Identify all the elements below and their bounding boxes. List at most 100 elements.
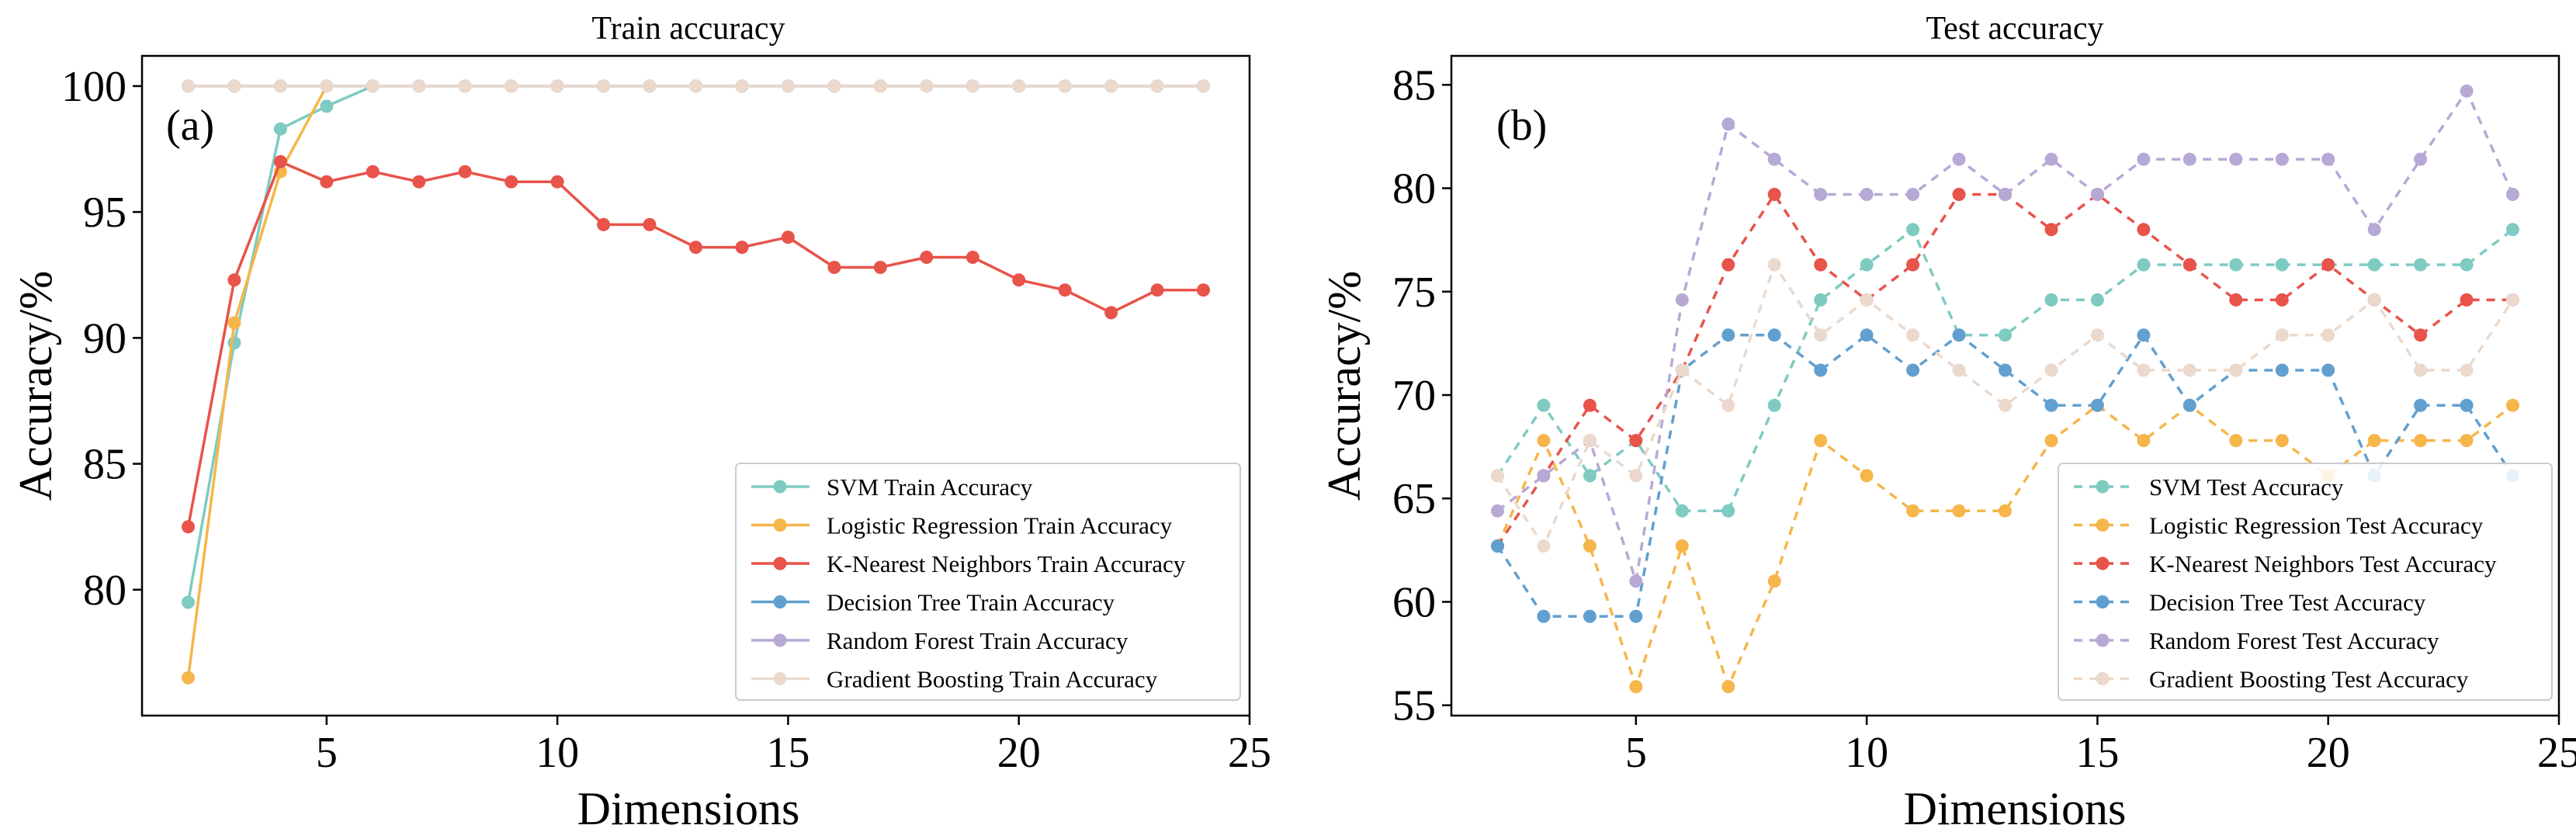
panel-a-data-point <box>1150 79 1164 93</box>
panel-b-data-point <box>2321 152 2335 166</box>
panel-a-data-point <box>504 79 518 93</box>
panel-b-data-point <box>1675 504 1689 518</box>
panel-b-x-tick-label: 20 <box>2307 729 2350 777</box>
panel-b-data-point <box>2090 293 2104 307</box>
panel-b-legend-marker <box>2096 595 2110 608</box>
panel-b-data-point <box>1860 469 1874 483</box>
panel-a-data-point <box>227 336 241 350</box>
panel-a-data-point <box>735 79 749 93</box>
panel-b-data-point <box>1537 469 1551 483</box>
panel-b-data-point <box>1675 539 1689 553</box>
panel-b-data-point <box>1906 328 1920 342</box>
train-accuracy-panel: Train accuracy (a) Dimensions Accuracy/%… <box>10 11 1271 834</box>
panel-b-data-point <box>1767 328 1781 342</box>
panel-a-legend-label: Decision Tree Train Accuracy <box>827 589 1115 616</box>
panel-b-data-point <box>1491 504 1504 518</box>
panel-b-legend-marker <box>2096 480 2110 494</box>
panel-a-legend-marker <box>773 633 787 647</box>
panel-b-data-point <box>1952 363 1966 377</box>
panel-a-y-tick-label: 85 <box>83 441 127 489</box>
panel-b-data-point <box>2414 363 2428 377</box>
panel-b-x-tick-label: 25 <box>2537 729 2576 777</box>
panel-a-data-point <box>873 79 887 93</box>
panel-a-legend-label: SVM Train Accuracy <box>827 473 1033 501</box>
panel-a-data-point <box>1150 283 1164 297</box>
panel-a-data-point <box>227 273 241 287</box>
panel-b-data-point <box>2137 363 2151 377</box>
panel-b-x-tick-label: 10 <box>1845 729 1888 777</box>
panel-b-series-4 <box>1491 84 2519 588</box>
panel-a-x-tick-label: 5 <box>316 729 338 777</box>
panel-b-data-point <box>2506 398 2519 412</box>
panel-b-legend-marker <box>2096 518 2110 532</box>
panel-a-data-point <box>873 261 887 274</box>
panel-b-legend: SVM Test Accuracy Logistic Regression Tes… <box>2058 463 2553 701</box>
panel-a-legend-label: Logistic Regression Train Accuracy <box>827 512 1173 539</box>
panel-a-data-point <box>182 671 195 685</box>
panel-a-legend-item: Gradient Boosting Train Accuracy <box>751 666 1158 693</box>
panel-b-data-point <box>2275 258 2289 272</box>
panel-b-data-point <box>1767 258 1781 272</box>
panel-b-data-point <box>2275 434 2289 448</box>
panel-b-data-point <box>2137 223 2151 237</box>
panel-b-data-point <box>2090 328 2104 342</box>
panel-b-data-point <box>2137 152 2151 166</box>
panel-b-data-point <box>2275 363 2289 377</box>
panel-b-data-point <box>2414 328 2428 342</box>
panel-a-legend-item: SVM Train Accuracy <box>751 473 1033 501</box>
panel-b-data-point <box>2229 152 2243 166</box>
panel-b-data-point <box>2367 434 2381 448</box>
panel-b-legend-item: SVM Test Accuracy <box>2074 473 2344 501</box>
panel-b-data-point <box>1675 293 1689 307</box>
panel-b-data-point <box>2367 293 2381 307</box>
panel-b-legend-label: SVM Test Accuracy <box>2149 473 2344 501</box>
panel-a-data-point <box>1012 79 1026 93</box>
panel-a-legend-box <box>735 463 1241 701</box>
panel-b-legend-marker <box>2096 672 2110 685</box>
panel-a-legend-marker <box>773 672 787 685</box>
panel-b-data-point <box>1999 188 2012 201</box>
panel-a-data-point <box>504 175 518 189</box>
panel-b-data-point <box>2044 152 2058 166</box>
panel-b-data-point <box>1721 680 1735 694</box>
panel-b-data-point <box>2414 152 2428 166</box>
panel-b-data-point <box>2414 398 2428 412</box>
panel-a-legend-marker <box>773 518 787 532</box>
panel-b-legend-label: Random Forest Test Accuracy <box>2149 627 2439 654</box>
panel-a-data-point <box>966 251 979 264</box>
panel-b-data-point <box>1767 152 1781 166</box>
panel-a-data-point <box>966 79 979 93</box>
panel-b-data-point <box>2506 223 2519 237</box>
panel-b-data-point <box>1860 188 1874 201</box>
panel-b-series-line <box>1496 263 2514 548</box>
panel-b-y-tick-label: 65 <box>1392 475 1436 523</box>
panel-b-label: (b) <box>1496 102 1547 150</box>
panel-b-legend-item: Gradient Boosting Test Accuracy <box>2074 666 2469 693</box>
panel-a-data-point <box>1012 273 1026 287</box>
panel-b-data-point <box>2229 293 2243 307</box>
panel-b-data-point <box>2460 398 2474 412</box>
panel-b-data-point <box>1583 609 1597 623</box>
panel-a-y-tick-label: 100 <box>61 63 127 111</box>
panel-a-data-point <box>366 165 380 179</box>
panel-a-ticks: 5 10 15 20 25 80 85 90 95 100 <box>61 63 1271 777</box>
panel-a-y-tick-label: 90 <box>83 314 127 362</box>
panel-b-data-point <box>1952 188 1966 201</box>
panel-a-legend-marker <box>773 556 787 570</box>
panel-b-data-point <box>1767 574 1781 588</box>
panel-a-plot-area <box>182 79 1210 685</box>
panel-a-legend-label: Random Forest Train Accuracy <box>827 627 1129 654</box>
panel-b-data-point <box>2321 363 2335 377</box>
panel-b-series-line <box>1496 228 2514 512</box>
panel-a-x-tick-label: 25 <box>1228 729 1271 777</box>
panel-b-data-point <box>1767 188 1781 201</box>
panel-b-data-point <box>1952 328 1966 342</box>
panel-b-data-point <box>2137 328 2151 342</box>
panel-b-data-point <box>2460 434 2474 448</box>
panel-b-data-point <box>2229 258 2243 272</box>
panel-b-series-line <box>1496 89 2515 583</box>
panel-b-legend-box <box>2058 463 2553 701</box>
panel-b-data-point <box>1537 398 1551 412</box>
panel-a-data-point <box>689 241 702 255</box>
panel-a-y-axis-label: Accuracy/% <box>10 271 61 501</box>
